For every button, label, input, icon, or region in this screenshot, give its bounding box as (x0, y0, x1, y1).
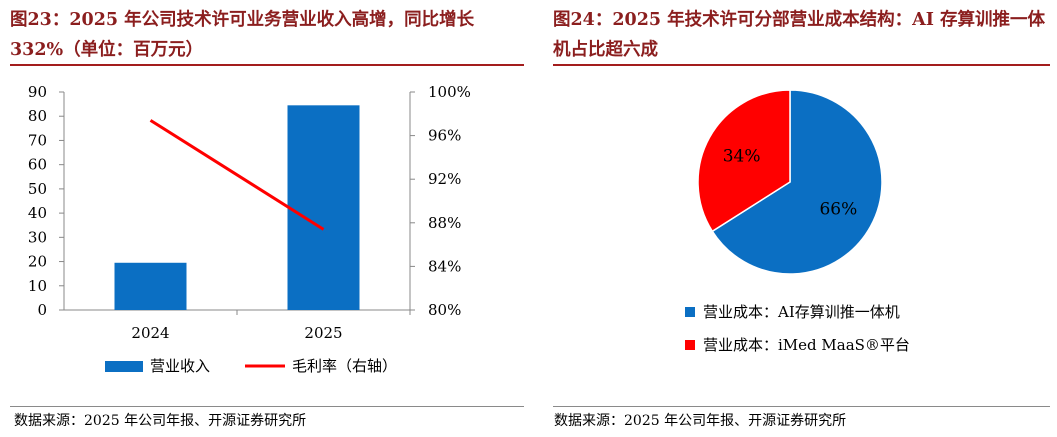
right-tick-label: 100% (428, 83, 471, 101)
left-tick-label: 0 (37, 301, 47, 319)
revenue-bar (114, 262, 187, 310)
pie-slice-label: 34% (723, 146, 761, 166)
revenue-margin-chart: 0 10 20 30 40 50 60 70 80 90 80% 84% 88% 92% 96% 100% 20… (28, 83, 471, 375)
right-tick-label: 80% (428, 301, 461, 319)
pie-slice-label: 66% (819, 200, 857, 220)
title-rule (553, 64, 1050, 66)
left-tick-label: 40 (28, 204, 47, 222)
left-tick-label: 30 (28, 228, 47, 246)
source-rule (10, 406, 524, 407)
legend-label: 营业成本：iMed MaaS®平台 (703, 336, 910, 354)
legend-label: 营业成本：AI存算训推一体机 (703, 303, 900, 321)
right-tick-label: 88% (428, 214, 461, 232)
left-tick-label: 90 (28, 83, 47, 101)
right-tick-label: 84% (428, 257, 461, 275)
legend-bar-swatch (105, 361, 143, 372)
x-tick-label: 2024 (131, 324, 169, 342)
source-rule (553, 406, 1050, 407)
figure-24-panel: 图24：2025 年技术许可分部营业成本结构：AI 存算训推一体机占比超六成 6… (548, 0, 1057, 437)
figure-23-source: 数据来源：2025 年公司年报、开源证券研究所 (14, 413, 307, 429)
revenue-bar (287, 105, 360, 310)
legend-revenue-label: 营业收入 (150, 357, 210, 375)
figure-23-panel: 图23：2025 年公司技术许可业务营业收入高增，同比增长 332%（单位：百万… (0, 0, 528, 437)
x-tick-label: 2025 (304, 324, 342, 342)
left-tick-label: 20 (28, 253, 47, 271)
left-tick-label: 80 (28, 107, 47, 125)
left-tick-label: 10 (28, 277, 47, 295)
pie-slice (711, 89, 883, 275)
legend-swatch (685, 307, 695, 317)
figure-24-source: 数据来源：2025 年公司年报、开源证券研究所 (554, 413, 847, 429)
right-tick-label: 92% (428, 170, 461, 188)
left-tick-label: 70 (28, 131, 47, 149)
legend-margin-label: 毛利率（右轴） (292, 357, 397, 375)
figure-23-title: 图23：2025 年公司技术许可业务营业收入高增，同比增长 332%（单位：百万… (10, 10, 475, 60)
right-tick-label: 96% (428, 127, 461, 145)
title-rule (10, 64, 524, 66)
legend-swatch (685, 340, 695, 350)
figure-24-title: 图24：2025 年技术许可分部营业成本结构：AI 存算训推一体机占比超六成 (553, 10, 1046, 60)
left-tick-label: 50 (28, 180, 47, 198)
pie-slice (697, 89, 791, 233)
gross-margin-line (149, 119, 325, 231)
left-tick-label: 60 (28, 156, 47, 174)
